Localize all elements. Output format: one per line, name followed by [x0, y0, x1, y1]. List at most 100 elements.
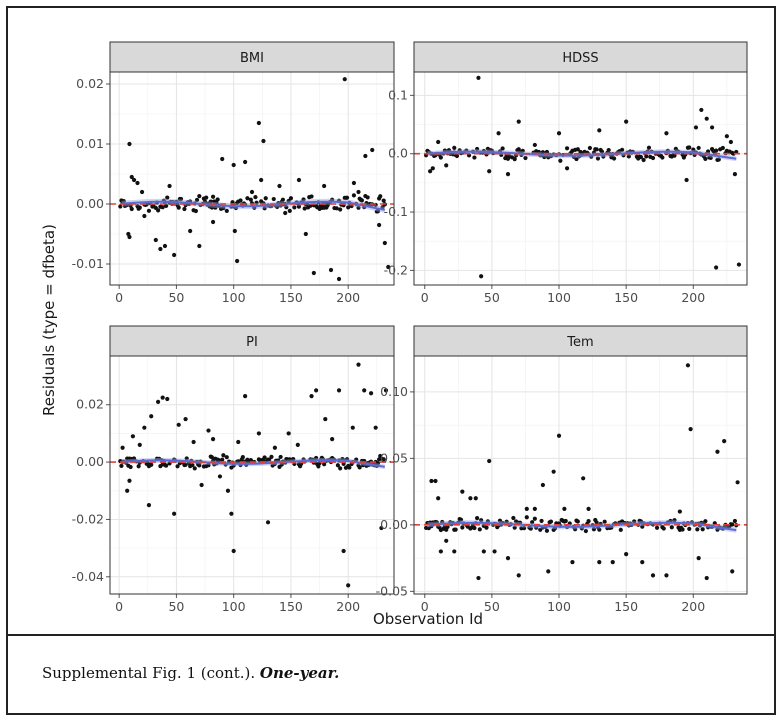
data-point	[288, 196, 294, 201]
data-point	[269, 454, 274, 459]
y-tick-label: 0.00	[76, 454, 104, 469]
data-point	[283, 210, 288, 216]
data-point	[267, 457, 272, 462]
panel-strip	[109, 325, 395, 357]
data-point	[206, 463, 211, 468]
data-point	[638, 154, 644, 160]
data-point	[183, 416, 188, 422]
data-point	[188, 228, 193, 234]
data-point	[175, 464, 180, 469]
data-point	[272, 445, 278, 450]
data-point	[664, 131, 669, 136]
data-point	[172, 511, 177, 516]
x-tick-label: 100	[222, 290, 246, 305]
data-point	[296, 177, 302, 183]
data-point	[359, 198, 365, 203]
panel-border	[109, 71, 395, 286]
x-tick-label: 150	[279, 290, 303, 305]
data-point	[131, 456, 137, 461]
data-point	[287, 208, 292, 213]
data-point	[438, 155, 443, 160]
data-point	[232, 228, 237, 234]
data-point	[732, 518, 738, 524]
data-point	[259, 177, 264, 183]
panel-border	[413, 71, 748, 286]
data-point	[309, 394, 314, 399]
data-point	[732, 172, 738, 177]
data-point	[118, 204, 123, 209]
data-point	[523, 155, 528, 161]
data-point	[530, 520, 535, 525]
data-point	[500, 146, 505, 151]
data-point	[347, 465, 352, 470]
data-point	[328, 267, 334, 273]
data-point	[597, 527, 602, 532]
data-point	[532, 142, 537, 148]
data-point	[720, 145, 725, 151]
data-point	[342, 77, 347, 82]
x-tick-label: 200	[681, 290, 705, 305]
data-point	[452, 549, 457, 554]
data-point	[139, 189, 145, 195]
data-point	[430, 166, 435, 171]
data-point	[287, 457, 292, 462]
data-point	[472, 155, 477, 160]
data-point	[618, 527, 623, 532]
data-point	[473, 496, 478, 501]
data-point	[292, 205, 297, 210]
data-point	[472, 525, 477, 531]
data-point	[548, 519, 554, 524]
x-tick-label: 200	[336, 599, 360, 614]
data-point	[248, 458, 253, 463]
data-point	[540, 150, 546, 155]
data-point	[556, 131, 562, 136]
data-point	[338, 466, 343, 471]
data-point	[620, 147, 625, 152]
data-point	[323, 416, 328, 422]
data-point	[365, 195, 370, 200]
data-point	[624, 552, 629, 557]
data-point	[544, 528, 550, 533]
data-point	[183, 462, 188, 467]
data-point	[386, 264, 391, 270]
data-point	[197, 194, 202, 199]
data-point	[231, 548, 236, 554]
data-point	[120, 445, 125, 450]
data-point	[551, 469, 556, 474]
data-point	[715, 449, 720, 454]
data-point	[160, 395, 165, 400]
data-point	[136, 464, 141, 469]
data-point	[479, 518, 484, 523]
data-point	[155, 208, 161, 213]
data-point	[197, 463, 202, 468]
panel-title: HDSS	[562, 51, 598, 66]
data-point	[499, 152, 504, 157]
data-point	[349, 203, 354, 209]
data-point	[338, 207, 343, 212]
data-point	[336, 388, 342, 393]
data-point	[511, 515, 516, 521]
data-point	[229, 511, 234, 516]
data-point	[172, 252, 177, 258]
data-point	[479, 274, 484, 279]
data-point	[381, 198, 386, 203]
data-point	[292, 461, 297, 467]
smooth-line	[427, 521, 737, 532]
y-axis-title: Residuals (type = dfbeta)	[40, 224, 58, 416]
data-point	[650, 573, 656, 578]
data-point	[243, 159, 248, 165]
data-point	[458, 517, 464, 522]
data-point	[291, 456, 296, 462]
data-point	[672, 153, 677, 158]
data-point	[351, 193, 357, 198]
figure-caption: Supplemental Fig. 1 (cont.). One-year.	[42, 664, 339, 682]
data-point	[691, 147, 696, 152]
panel-hdss: HDSS 0 50 100 150 200 0.1 0.0 -0.1 -0.2	[384, 41, 748, 305]
data-point	[295, 442, 300, 447]
y-tick-label: 0.0	[388, 146, 408, 161]
data-point	[487, 169, 492, 174]
data-point	[351, 180, 357, 186]
data-point	[155, 399, 161, 404]
data-point	[654, 525, 660, 530]
data-point	[444, 163, 449, 168]
